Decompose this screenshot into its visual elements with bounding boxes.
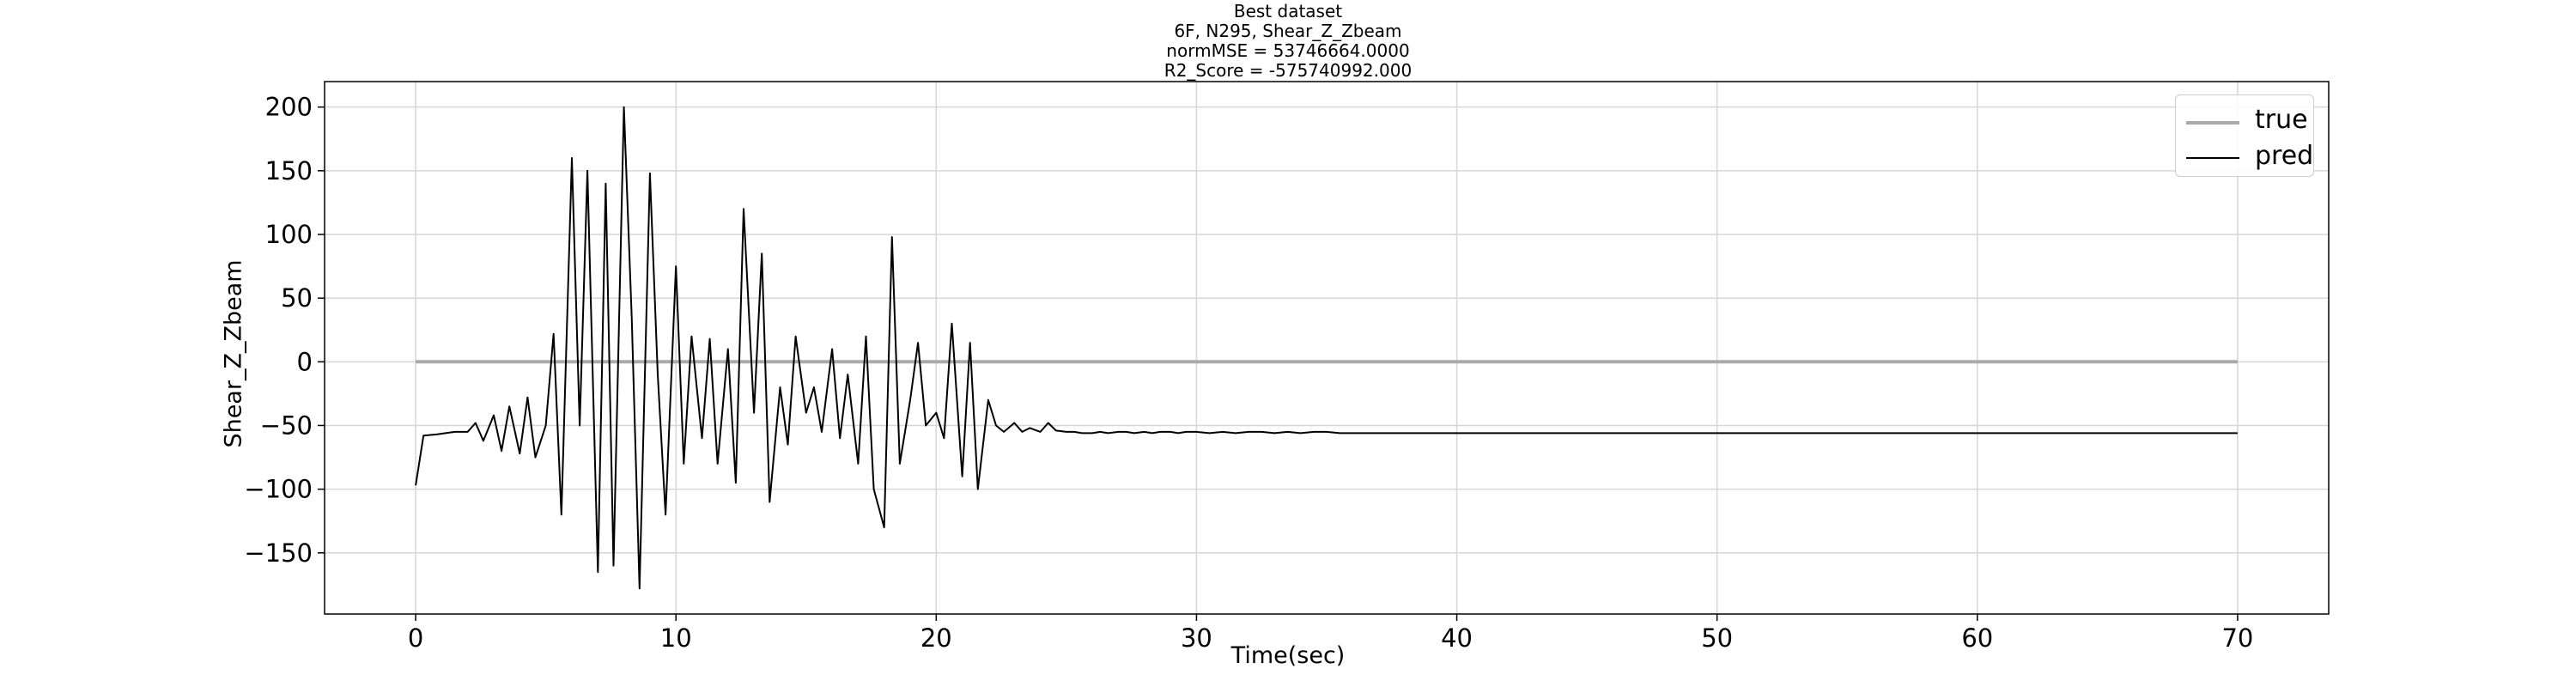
y-tick-label: −50	[260, 410, 313, 440]
x-tick-label: 60	[1961, 623, 1993, 653]
legend-swatch-pred	[2186, 157, 2239, 159]
legend: true pred	[2175, 94, 2314, 177]
x-tick-label: 50	[1701, 623, 1733, 653]
y-tick-label: 50	[281, 283, 313, 313]
legend-label-pred: pred	[2255, 141, 2314, 171]
chart-title: Best dataset 6F, N295, Shear_Z_Zbeam nor…	[0, 2, 2576, 81]
y-tick-label: 200	[265, 93, 313, 122]
title-line-4: R2_Score = -575740992.000	[1163, 60, 1413, 81]
y-tick-label: −150	[244, 538, 313, 568]
legend-label-true: true	[2255, 105, 2308, 135]
title-line-2: 6F, N295, Shear_Z_Zbeam	[1174, 21, 1402, 41]
y-tick-label: −100	[244, 475, 313, 504]
y-tick-label: 150	[265, 156, 313, 185]
x-axis-label: Time(sec)	[1230, 642, 1346, 669]
x-tick-label: 40	[1441, 623, 1473, 653]
x-tick-label: 70	[2221, 623, 2253, 653]
title-line-3: normMSE = 53746664.0000	[1166, 40, 1410, 61]
x-tick-label: 20	[920, 623, 952, 653]
x-tick-label: 0	[408, 623, 423, 653]
y-axis-label: Shear_Z_Zbeam	[220, 259, 247, 448]
legend-entry-pred: pred	[2176, 140, 2313, 174]
x-tick-label: 10	[660, 623, 692, 653]
legend-swatch-true	[2186, 121, 2239, 125]
axes-frame	[324, 81, 2330, 615]
legend-entry-true: true	[2176, 104, 2313, 138]
x-tick-label: 30	[1181, 623, 1212, 653]
title-line-1: Best dataset	[1233, 1, 1343, 21]
y-tick-label: 100	[265, 220, 313, 249]
y-tick-label: 0	[297, 347, 313, 376]
series-line-pred	[415, 106, 2238, 590]
